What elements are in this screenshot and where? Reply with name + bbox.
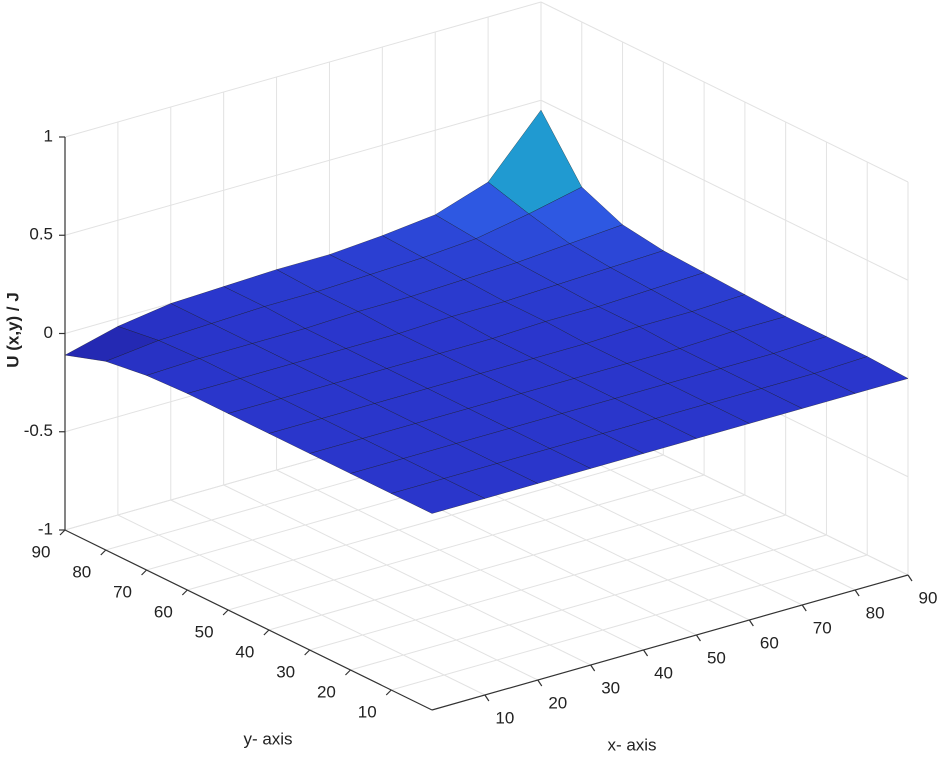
x-tick [484, 694, 490, 702]
x-tick [695, 634, 701, 642]
grid-line [276, 469, 644, 651]
y-tick-label: 70 [113, 582, 132, 601]
y-tick [59, 529, 66, 536]
grid-line [64, 99, 542, 236]
grid-line [309, 514, 786, 651]
x-tick [854, 589, 860, 597]
x-tick-label: 40 [654, 663, 673, 682]
axes: 102030405060708090102030405060708090-1-0… [24, 126, 938, 727]
x-tick-label: 20 [548, 693, 567, 712]
x-tick-label: 50 [707, 648, 726, 667]
x-tick-label: 80 [866, 603, 885, 622]
surface-patch [390, 478, 486, 514]
y-tick-label: 60 [154, 602, 173, 621]
y-tick [141, 569, 147, 576]
grid-line [391, 554, 868, 691]
y-tick [304, 649, 311, 656]
grid-line [64, 1, 542, 138]
surface [64, 109, 909, 514]
y-tick-label: 20 [317, 682, 336, 701]
y-axis-label: y- axis [243, 729, 292, 748]
y-tick-label: 50 [195, 622, 214, 641]
y-axis-line [64, 529, 433, 711]
x-tick [537, 679, 543, 687]
y-tick [100, 549, 107, 556]
y-tick [345, 669, 351, 676]
grid-line [540, 1, 909, 183]
x-tick-label: 10 [495, 708, 514, 727]
grid-line [187, 454, 664, 591]
y-tick [181, 589, 188, 596]
z-tick-label: 0 [44, 323, 53, 342]
x-tick [801, 604, 807, 612]
grid-line [350, 534, 827, 671]
x-axis-line [431, 574, 909, 711]
y-tick-label: 30 [276, 662, 295, 681]
grid-line [223, 484, 591, 666]
y-tick-label: 90 [32, 542, 51, 561]
y-tick [222, 609, 229, 616]
z-tick-label: -1 [38, 519, 53, 538]
y-tick-label: 40 [235, 642, 254, 661]
y-tick-label: 10 [358, 702, 377, 721]
y-tick-label: 80 [72, 562, 91, 581]
y-tick [385, 689, 392, 696]
x-axis-label: x- axis [607, 735, 656, 754]
z-tick-label: 0.5 [29, 225, 53, 244]
z-tick-label: -0.5 [24, 421, 53, 440]
x-tick [907, 574, 913, 582]
z-axis-label: U (x,y) / J [3, 292, 22, 368]
grid-line [540, 99, 909, 281]
x-tick-label: 30 [601, 678, 620, 697]
x-tick-label: 70 [813, 618, 832, 637]
y-tick [263, 629, 270, 636]
x-tick [590, 664, 596, 672]
grid-line [227, 474, 705, 611]
x-tick [748, 619, 754, 627]
x-tick-label: 90 [919, 588, 938, 607]
x-tick [643, 649, 649, 657]
grid-line [268, 494, 746, 631]
x-tick-label: 60 [760, 633, 779, 652]
z-tick-label: 1 [44, 126, 53, 145]
grid-line [117, 514, 486, 696]
grid-line [170, 499, 538, 681]
